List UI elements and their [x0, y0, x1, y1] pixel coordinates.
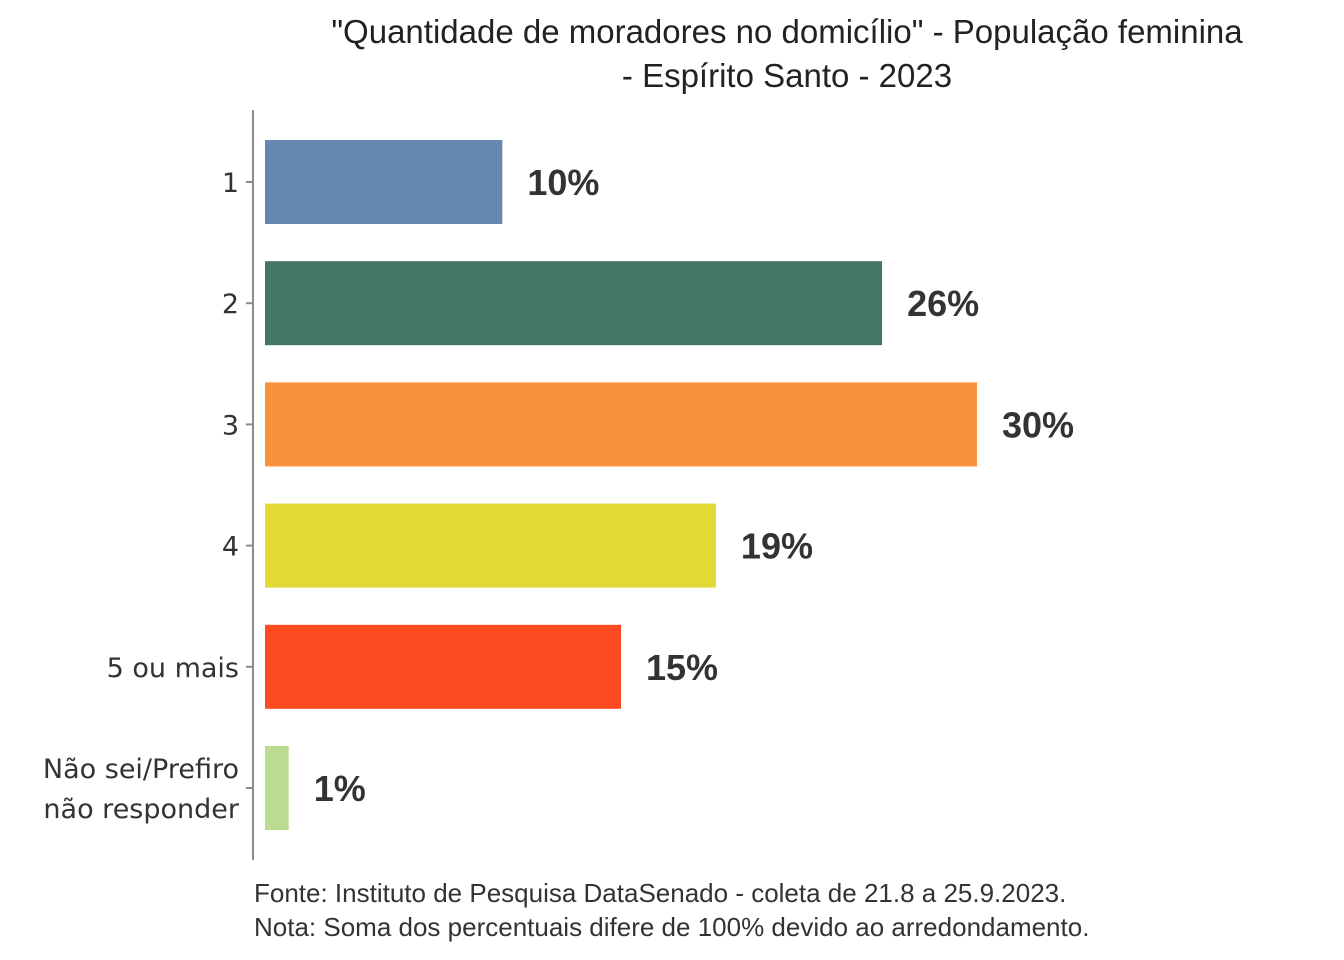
category-label: 5 ou mais: [107, 653, 239, 684]
source-note: Fonte: Instituto de Pesquisa DataSenado …: [254, 878, 1067, 908]
bar: [265, 624, 621, 709]
category-label: 3: [222, 410, 239, 441]
bar: [265, 261, 883, 346]
category-label-line: não responder: [43, 794, 239, 825]
category-label-line: 1: [222, 168, 239, 199]
category-label: Não sei/Prefiro não responder: [43, 754, 240, 825]
category-label-line: 3: [222, 410, 239, 441]
category-label-line: 4: [222, 532, 239, 563]
category-label-line: 2: [222, 289, 239, 320]
bar: [265, 503, 716, 588]
data-label: 30%: [1002, 404, 1074, 445]
rounding-note: Nota: Soma dos percentuais difere de 100…: [254, 912, 1090, 942]
chart-footer: Fonte: Instituto de Pesquisa DataSenado …: [254, 876, 1089, 944]
category-label-line: 5 ou mais: [107, 653, 239, 684]
category-label: 2: [222, 289, 239, 320]
category-label: 4: [222, 532, 239, 563]
category-labels: 1 2 3 4 5 ou mais Não sei/Prefiro não responde…: [43, 168, 240, 825]
bar: [265, 746, 289, 830]
bar: [265, 382, 977, 467]
chart-title-line-2: - Espírito Santo - 2023: [621, 57, 953, 94]
bar: [265, 140, 503, 224]
category-label: 1: [222, 168, 239, 199]
data-label: 26%: [907, 283, 979, 324]
category-label-line: Não sei/Prefiro: [43, 754, 239, 785]
y-axis-ticks: [246, 181, 253, 789]
bars: [265, 140, 977, 830]
chart-title-line-1: "Quantidade de moradores no domicílio" -…: [331, 13, 1243, 50]
value-labels: 10% 26% 30% 19% 15% 1%: [314, 162, 1074, 809]
data-label: 19%: [741, 526, 813, 567]
chart-title: "Quantidade de moradores no domicílio" -…: [230, 10, 1344, 98]
data-label: 10%: [527, 162, 599, 203]
data-label: 1%: [314, 768, 366, 809]
data-label: 15%: [646, 647, 718, 688]
